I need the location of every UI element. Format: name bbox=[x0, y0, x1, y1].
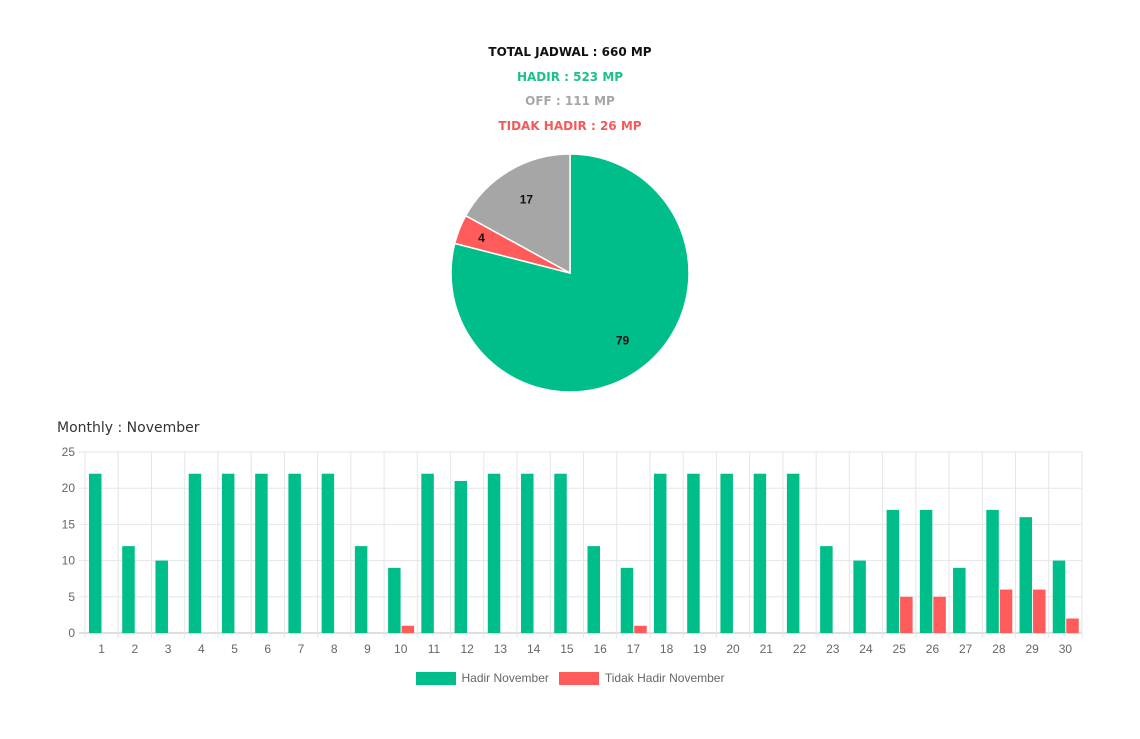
y-tick-label: 15 bbox=[62, 517, 76, 531]
x-tick-label: 16 bbox=[593, 642, 607, 656]
bar-hadir[interactable] bbox=[1052, 560, 1066, 633]
pie-slice-off[interactable] bbox=[464, 153, 571, 275]
present-count-label: HADIR : 523 MP bbox=[516, 69, 624, 84]
x-tick-label: 26 bbox=[926, 642, 940, 656]
bar-hadir[interactable] bbox=[554, 473, 567, 633]
x-tick-label: 28 bbox=[992, 642, 1006, 656]
legend-item-hadir[interactable]: Hadir November bbox=[415, 671, 549, 685]
x-tick-label: 29 bbox=[1025, 642, 1039, 656]
y-tick-label: 20 bbox=[62, 481, 76, 495]
bar-tidak-hadir[interactable] bbox=[1066, 618, 1079, 633]
x-tick-label: 30 bbox=[1059, 642, 1073, 656]
x-tick-label: 6 bbox=[264, 642, 271, 656]
bar-hadir[interactable] bbox=[155, 560, 168, 633]
attendance-summary: TOTAL JADWAL : 660 MP HADIR : 523 MP OFF… bbox=[0, 44, 1140, 142]
bar-hadir[interactable] bbox=[321, 473, 335, 633]
bar-hadir[interactable] bbox=[221, 473, 235, 633]
bar-hadir[interactable] bbox=[886, 509, 900, 633]
bar-hadir[interactable] bbox=[687, 473, 700, 633]
x-tick-label: 19 bbox=[693, 642, 707, 656]
legend-item-tidak-hadir[interactable]: Tidak Hadir November bbox=[558, 671, 725, 685]
bar-hadir[interactable] bbox=[620, 567, 634, 633]
legend-swatch-hadir bbox=[415, 671, 456, 685]
x-tick-label: 22 bbox=[793, 642, 807, 656]
x-tick-label: 8 bbox=[331, 642, 338, 656]
bar-hadir[interactable] bbox=[1019, 517, 1033, 633]
bar-hadir[interactable] bbox=[853, 560, 866, 633]
bar-tidak-hadir[interactable] bbox=[401, 625, 415, 633]
absent-count-label: TIDAK HADIR : 26 MP bbox=[498, 118, 642, 133]
y-tick-label: 0 bbox=[68, 626, 75, 640]
y-tick-label: 25 bbox=[62, 445, 76, 459]
x-tick-label: 21 bbox=[760, 642, 774, 656]
bar-hadir[interactable] bbox=[454, 480, 468, 633]
monthly-chart-title: Monthly : November bbox=[57, 420, 200, 436]
x-tick-label: 7 bbox=[298, 642, 305, 656]
bar-hadir[interactable] bbox=[786, 473, 800, 633]
attendance-pie-chart[interactable]: 79 4 17 bbox=[440, 145, 700, 405]
y-tick-label: 5 bbox=[68, 590, 75, 604]
total-schedule-label: TOTAL JADWAL : 660 MP bbox=[488, 45, 652, 59]
bar-hadir[interactable] bbox=[820, 546, 833, 633]
bar-hadir[interactable] bbox=[587, 546, 601, 633]
x-tick-label: 17 bbox=[627, 642, 641, 656]
off-count-label: OFF : 111 MP bbox=[525, 94, 615, 108]
x-tick-label: 23 bbox=[826, 642, 840, 656]
bar-hadir[interactable] bbox=[388, 567, 401, 633]
legend-swatch-tidak-hadir bbox=[558, 671, 599, 685]
x-tick-label: 18 bbox=[660, 642, 674, 656]
x-tick-label: 24 bbox=[859, 642, 873, 656]
bar-hadir[interactable] bbox=[986, 509, 999, 633]
pie-label-tidak-hadir: 4 bbox=[478, 231, 485, 245]
pie-label-hadir: 79 bbox=[616, 334, 630, 348]
x-tick-label: 10 bbox=[394, 642, 408, 656]
bar-hadir[interactable] bbox=[521, 473, 534, 633]
bar-tidak-hadir[interactable] bbox=[999, 589, 1013, 633]
bar-hadir[interactable] bbox=[720, 473, 733, 633]
bar-hadir[interactable] bbox=[89, 473, 102, 633]
x-tick-label: 14 bbox=[527, 642, 541, 656]
x-tick-label: 9 bbox=[364, 642, 371, 656]
bar-tidak-hadir[interactable] bbox=[634, 625, 647, 633]
x-tick-label: 5 bbox=[231, 642, 238, 656]
x-tick-label: 25 bbox=[893, 642, 907, 656]
x-tick-label: 27 bbox=[959, 642, 973, 656]
bar-hadir[interactable] bbox=[255, 473, 268, 633]
x-tick-label: 11 bbox=[428, 642, 441, 656]
x-tick-label: 3 bbox=[165, 642, 172, 656]
bar-hadir[interactable] bbox=[653, 473, 667, 633]
pie-label-off: 17 bbox=[520, 192, 534, 206]
x-tick-label: 13 bbox=[494, 642, 508, 656]
x-tick-label: 15 bbox=[560, 642, 574, 656]
bar-hadir[interactable] bbox=[354, 546, 368, 633]
legend-label-hadir: Hadir November bbox=[461, 671, 549, 685]
y-tick-label: 10 bbox=[62, 554, 76, 568]
bar-hadir[interactable] bbox=[122, 546, 135, 633]
x-tick-label: 4 bbox=[198, 642, 205, 656]
bar-hadir[interactable] bbox=[188, 473, 202, 633]
x-tick-label: 2 bbox=[132, 642, 139, 656]
bar-hadir[interactable] bbox=[919, 509, 933, 633]
chart-legend: Hadir November Tidak Hadir November bbox=[0, 671, 1140, 685]
bar-tidak-hadir[interactable] bbox=[1033, 589, 1046, 633]
bar-hadir[interactable] bbox=[421, 473, 434, 633]
x-tick-label: 20 bbox=[726, 642, 740, 656]
bar-hadir[interactable] bbox=[953, 567, 966, 633]
bar-tidak-hadir[interactable] bbox=[900, 596, 913, 633]
legend-label-tidak-hadir: Tidak Hadir November bbox=[604, 671, 725, 685]
bar-hadir[interactable] bbox=[487, 473, 501, 633]
x-tick-label: 1 bbox=[98, 642, 105, 656]
bar-hadir[interactable] bbox=[288, 473, 301, 633]
x-tick-label: 12 bbox=[461, 642, 475, 656]
bar-tidak-hadir[interactable] bbox=[933, 596, 946, 633]
bar-hadir[interactable] bbox=[753, 473, 767, 633]
